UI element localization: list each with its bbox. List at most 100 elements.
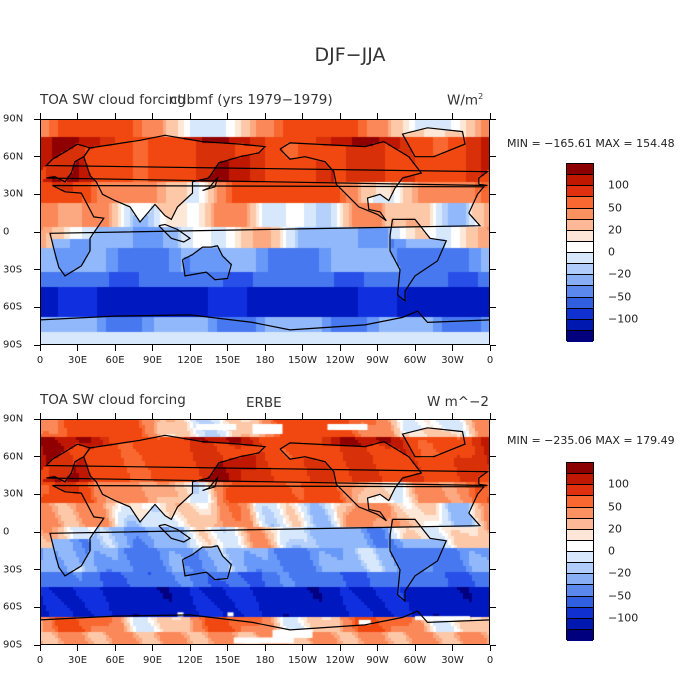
y-tick-label: 30N xyxy=(3,488,24,500)
colorbar-swatch xyxy=(567,297,593,309)
coastline-segment xyxy=(83,434,267,523)
coastline-segment xyxy=(40,610,490,631)
x-tick-label: 0 xyxy=(36,355,44,366)
colorbar-swatch xyxy=(567,164,593,176)
y-tick xyxy=(34,644,40,646)
x-tick xyxy=(227,113,228,119)
x-tick xyxy=(489,345,491,351)
colorbar-label: 20 xyxy=(608,223,622,237)
y-tick-label: 90N xyxy=(3,113,24,125)
x-tick-label: 0 xyxy=(486,655,494,666)
x-tick xyxy=(489,113,491,119)
coastline-segment xyxy=(44,143,490,187)
coastline-segment xyxy=(279,140,423,222)
panel2-units: W m^−2 xyxy=(427,394,490,410)
y-tick xyxy=(34,606,40,608)
colorbar-swatch xyxy=(567,607,593,619)
x-tick xyxy=(152,113,153,119)
x-tick xyxy=(489,413,491,419)
x-tick xyxy=(39,113,41,119)
y-tick xyxy=(34,569,40,571)
x-tick xyxy=(377,645,378,651)
x-tick xyxy=(227,645,228,651)
x-tick xyxy=(302,645,303,651)
panel1-coastlines xyxy=(40,127,490,331)
x-tick xyxy=(302,113,303,119)
colorbar-label: 0 xyxy=(608,544,615,558)
coastline-segment xyxy=(83,134,267,223)
y-tick xyxy=(490,306,496,308)
colorbar-label: 0 xyxy=(608,245,615,259)
colorbar-swatch xyxy=(567,585,593,597)
x-tick-label: 30E xyxy=(67,655,88,666)
y-tick xyxy=(490,193,496,195)
colorbar-swatch xyxy=(567,540,593,552)
coastline-segment xyxy=(389,218,448,303)
y-tick xyxy=(34,269,40,271)
coastline-segment xyxy=(389,518,448,603)
y-tick xyxy=(34,118,40,120)
y-tick xyxy=(34,156,40,158)
colorbar-label: 100 xyxy=(608,178,629,192)
colorbar-swatch xyxy=(567,518,593,530)
coastline-segment xyxy=(40,310,490,331)
x-tick xyxy=(489,645,491,651)
y-tick-label: 90S xyxy=(3,639,23,651)
y-tick-label: 60S xyxy=(3,601,23,613)
x-tick xyxy=(452,645,453,651)
y-tick xyxy=(34,306,40,308)
panel2-map xyxy=(40,419,490,645)
colorbar-swatch xyxy=(567,330,593,342)
x-tick xyxy=(339,113,341,119)
x-tick xyxy=(452,113,453,119)
y-tick-label: 60S xyxy=(3,301,23,313)
panel1-left-label: TOA SW cloud forcing xyxy=(40,92,186,108)
colorbar-swatch xyxy=(567,474,593,486)
colorbar-swatch xyxy=(567,485,593,497)
y-tick xyxy=(490,418,496,420)
panel2-colorbar xyxy=(566,462,594,641)
y-tick-label: 0 xyxy=(3,526,10,538)
colorbar-swatch xyxy=(567,186,593,198)
y-tick xyxy=(34,531,40,533)
x-tick xyxy=(227,345,228,351)
y-tick-label: 90N xyxy=(3,413,24,425)
coastline-segment xyxy=(44,443,490,487)
colorbar-swatch xyxy=(567,241,593,253)
y-tick xyxy=(490,231,496,233)
coastline-segment xyxy=(279,440,423,522)
x-tick-label: 30W xyxy=(441,355,464,366)
x-tick-label: 60E xyxy=(105,355,125,366)
coastline-segment xyxy=(158,523,192,543)
x-tick-label: 150E xyxy=(214,355,241,366)
x-tick-label: 120E xyxy=(177,355,203,366)
x-tick xyxy=(189,413,191,419)
x-tick xyxy=(39,413,41,419)
x-tick-label: 90E xyxy=(142,655,163,666)
x-tick xyxy=(189,113,191,119)
x-tick xyxy=(339,413,341,419)
y-tick-label: 30S xyxy=(3,264,23,276)
x-tick-label: 90W xyxy=(366,655,389,666)
coastline-segment xyxy=(158,223,192,243)
x-tick-label: 180 xyxy=(255,655,275,666)
y-tick xyxy=(490,493,496,495)
x-tick xyxy=(189,645,191,651)
x-tick xyxy=(339,645,341,651)
coastline-segment xyxy=(202,175,219,192)
coastline-segment xyxy=(202,475,219,492)
colorbar-swatch xyxy=(567,618,593,630)
x-tick xyxy=(377,345,378,351)
colorbar-swatch xyxy=(567,197,593,209)
x-tick xyxy=(264,645,266,651)
colorbar-swatch xyxy=(567,463,593,475)
panel2-coastlines xyxy=(40,427,490,631)
colorbar-swatch xyxy=(567,596,593,608)
y-tick xyxy=(490,269,496,271)
x-tick-label: 0 xyxy=(36,655,44,666)
colorbar-label: −20 xyxy=(608,566,632,580)
x-tick-label: 150W xyxy=(288,355,317,366)
colorbar-swatch xyxy=(567,496,593,508)
panel1-units-sup: 2 xyxy=(478,92,484,101)
colorbar-label: 20 xyxy=(608,522,622,536)
